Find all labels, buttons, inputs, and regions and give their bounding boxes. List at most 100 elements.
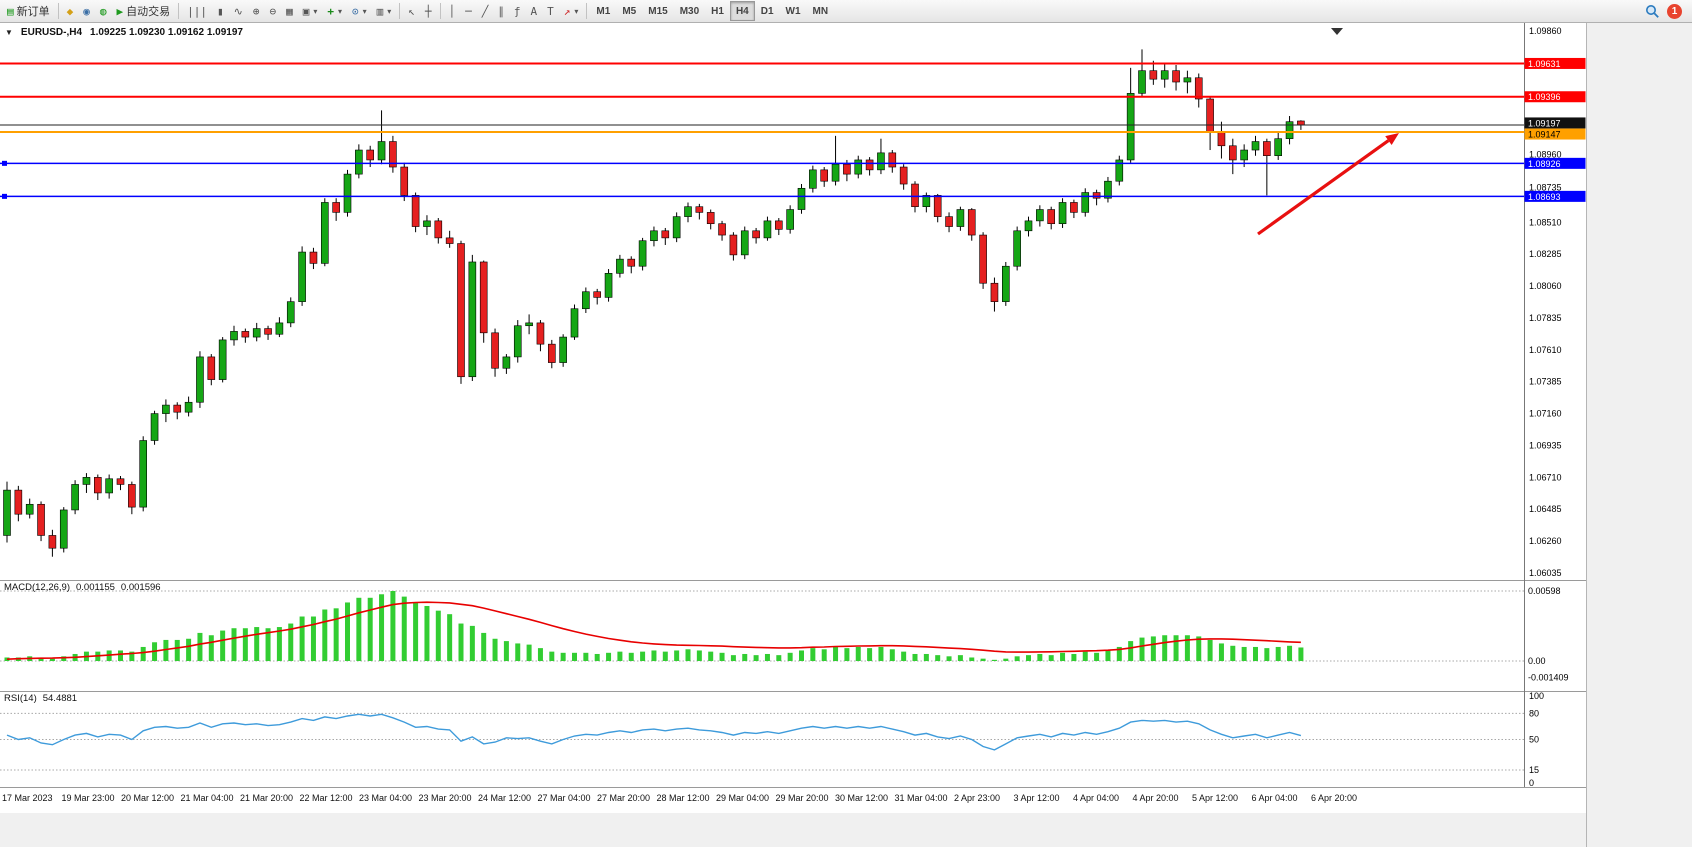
price-axis[interactable]: 1.09860 1.08960 1.08735 1.08510 1.08285 1.080… xyxy=(1529,26,1562,578)
candlestick-chart-icon: ▮ xyxy=(217,4,224,18)
macd-value-main: 0.001155 xyxy=(76,582,115,593)
notification-badge[interactable]: 1 xyxy=(1667,3,1682,19)
templates-button[interactable]: ▥ ▾ xyxy=(372,1,397,21)
rsi-scale-label: 15 xyxy=(1529,765,1539,775)
tile-windows-icon: ▦ xyxy=(286,4,293,18)
timeframe-button-w1[interactable]: W1 xyxy=(780,1,807,21)
price-tick-label: 1.08060 xyxy=(1529,281,1562,291)
chevron-down-icon: ▾ xyxy=(387,6,392,16)
chart-background[interactable] xyxy=(0,23,1586,813)
price-badge-1.08926: 1.08926 xyxy=(1524,157,1586,169)
indicators-button[interactable]: + ▾ xyxy=(322,1,347,21)
bull-candle xyxy=(1240,149,1248,161)
time-tick-label: 31 Mar 04:00 xyxy=(895,793,948,803)
line-chart-button[interactable]: ∿ xyxy=(229,1,248,21)
arrows-tool-button[interactable]: ↗ ▾ xyxy=(559,1,584,21)
rsi-name: RSI(14) xyxy=(4,693,37,704)
bull-candle xyxy=(275,322,284,335)
chart-shift-marker[interactable] xyxy=(1331,28,1343,35)
bull-candle xyxy=(740,230,749,256)
clock-icon: ⊙ xyxy=(352,4,359,18)
algo-button[interactable]: ◍ xyxy=(95,1,112,21)
bull-candle xyxy=(59,509,68,549)
timeframe-button-m1[interactable]: M1 xyxy=(590,1,616,21)
time-axis[interactable]: 17 Mar 2023 19 Mar 23:00 20 Mar 12:00 21 Ma… xyxy=(2,793,1357,803)
bear-candle xyxy=(729,234,738,256)
fibonacci-tool-button[interactable]: ƒ xyxy=(509,1,526,21)
price-tick-label: 1.08285 xyxy=(1529,249,1562,259)
crosshair-tool-button[interactable]: ┼ xyxy=(420,1,437,21)
bull-candle xyxy=(1160,70,1169,80)
periods-button[interactable]: ⊙ ▾ xyxy=(347,1,372,21)
chart-header: ▼ EURUSD-,H4 1.09225 1.09230 1.09162 1.0… xyxy=(5,27,243,38)
trend-arrow[interactable] xyxy=(1257,133,1399,236)
macd-value-signal: 0.001596 xyxy=(120,582,161,593)
bear-candle xyxy=(116,478,125,485)
text-label-tool-button[interactable]: T xyxy=(542,1,559,21)
timeframe-button-m15[interactable]: M15 xyxy=(642,1,673,21)
time-tick-label: 23 Mar 04:00 xyxy=(359,793,412,803)
bear-candle xyxy=(990,282,999,302)
bear-candle xyxy=(774,220,783,230)
time-tick-label: 5 Apr 12:00 xyxy=(1192,793,1238,803)
bull-candle xyxy=(877,152,885,171)
zoom-out-button[interactable]: ⊖ xyxy=(264,1,281,21)
time-tick-label: 19 Mar 23:00 xyxy=(62,793,115,803)
bear-candle xyxy=(1047,209,1055,225)
macd-histogram xyxy=(4,590,1304,661)
new-order-button[interactable]: ▤ 新订单 xyxy=(2,1,55,21)
line-chart-icon: ∿ xyxy=(233,4,243,18)
bear-candle xyxy=(411,195,420,227)
search-icon[interactable] xyxy=(1645,4,1660,19)
price-tick-label: 1.06485 xyxy=(1529,504,1562,514)
horizontal-line-tool-button[interactable]: ─ xyxy=(460,1,477,21)
timeframe-button-m5[interactable]: M5 xyxy=(616,1,642,21)
bear-candle xyxy=(843,163,851,175)
text-icon: A xyxy=(530,4,538,18)
bull-candle xyxy=(377,141,386,161)
line-handle[interactable] xyxy=(2,193,7,199)
bull-candle xyxy=(1081,192,1090,213)
template-icon: ▥ xyxy=(376,4,384,18)
cursor-tool-button[interactable]: ↖ xyxy=(403,1,420,21)
text-tool-button[interactable]: A xyxy=(526,1,543,21)
autotrading-button[interactable]: ▶ 自动交易 xyxy=(112,1,176,21)
timeframe-button-h1[interactable]: H1 xyxy=(705,1,730,21)
channel-tool-button[interactable]: ∥ xyxy=(493,1,509,21)
macd-scale-label: 0.00598 xyxy=(1528,586,1561,596)
horizontal-line-1.08693[interactable] xyxy=(0,193,1524,199)
line-handle[interactable] xyxy=(2,160,7,166)
time-tick-label: 27 Mar 20:00 xyxy=(597,793,650,803)
bar-chart-button[interactable]: ||| xyxy=(182,1,212,21)
timeframe-button-mn[interactable]: MN xyxy=(807,1,835,21)
new-chart-button[interactable]: ▣ ▾ xyxy=(298,1,323,21)
bull-candle xyxy=(638,240,647,267)
bear-candle xyxy=(48,535,57,549)
chart-canvas[interactable]: 1.09860 1.08960 1.08735 1.08510 1.08285 1.080… xyxy=(0,23,1692,847)
toolbar-separator xyxy=(439,3,441,19)
profile-button[interactable]: ◉ xyxy=(78,1,95,21)
candlestick-chart-button[interactable]: ▮ xyxy=(212,1,229,21)
bull-candle xyxy=(650,230,658,242)
bear-candle xyxy=(627,258,636,267)
bull-candle xyxy=(604,273,613,298)
tile-windows-button[interactable]: ▦ xyxy=(281,1,298,21)
candlesticks xyxy=(3,49,1305,557)
trendline-tool-button[interactable]: ╱ xyxy=(477,1,494,21)
vertical-line-tool-button[interactable]: │ xyxy=(444,1,461,21)
horizontal-line-1.08926[interactable] xyxy=(0,160,1524,166)
bull-candle xyxy=(922,195,931,208)
bull-candle xyxy=(1001,265,1010,302)
timeframe-button-m30[interactable]: M30 xyxy=(674,1,705,21)
svg-text:1.09197: 1.09197 xyxy=(1528,118,1561,128)
timeframe-button-h4[interactable]: H4 xyxy=(729,1,755,21)
bull-candle xyxy=(763,220,772,239)
rsi-scale-label: 80 xyxy=(1529,708,1539,718)
zoom-in-button[interactable]: ⊕ xyxy=(248,1,265,21)
channel-icon: ∥ xyxy=(498,4,504,18)
charts-button[interactable]: ◆ xyxy=(62,1,79,21)
one-click-trading-toggle-icon[interactable]: ▼ xyxy=(5,28,13,37)
cursor-icon: ↖ xyxy=(408,4,415,18)
timeframe-button-d1[interactable]: D1 xyxy=(755,1,780,21)
bear-candle xyxy=(536,322,545,345)
